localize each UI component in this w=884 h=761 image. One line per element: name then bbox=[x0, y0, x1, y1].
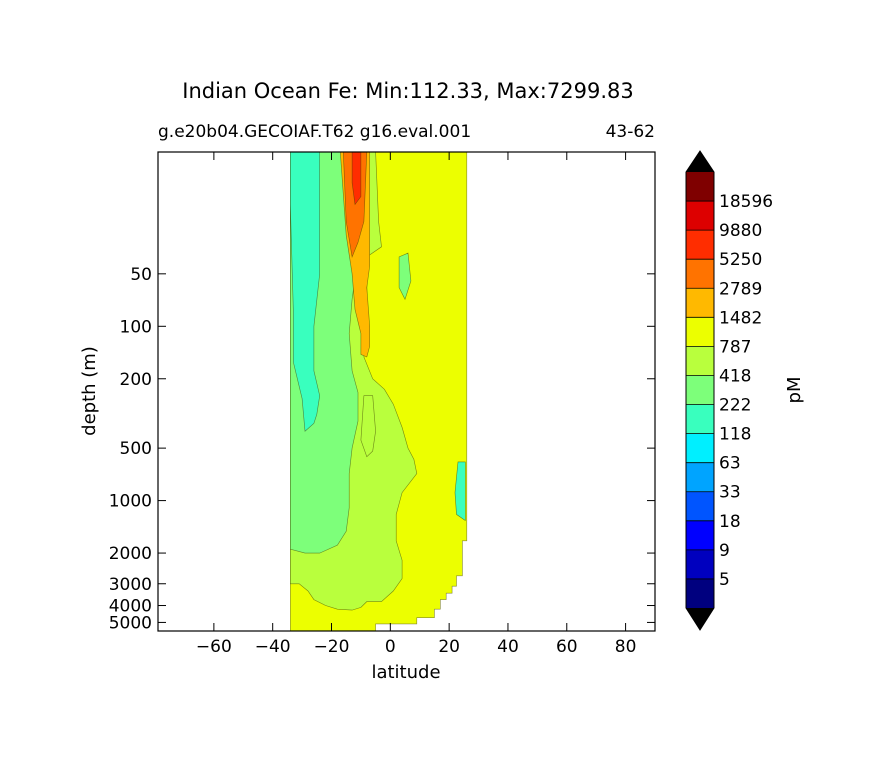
x-axis-label: latitude bbox=[371, 662, 440, 683]
contour-region-green-east-patch bbox=[398, 252, 412, 301]
y-tick-label: 100 bbox=[120, 317, 152, 337]
y-tick-label: 3000 bbox=[109, 575, 152, 595]
x-axis: −60 −40 −20 0 20 40 60 80 bbox=[196, 152, 636, 657]
y-tick-label: 5000 bbox=[109, 613, 152, 633]
colorbar-tick-label: 222 bbox=[719, 396, 751, 416]
contour-region-aqua-east-patch bbox=[454, 461, 466, 522]
colorbar-swatch bbox=[686, 317, 714, 347]
colorbar-swatch bbox=[686, 375, 714, 405]
chart-title: Indian Ocean Fe: Min:112.33, Max:7299.83 bbox=[182, 79, 633, 103]
x-tick-label: 0 bbox=[385, 637, 396, 657]
colorbar-swatch bbox=[686, 491, 714, 521]
colorbar-tick-label: 2789 bbox=[719, 279, 762, 299]
x-tick-label: −40 bbox=[255, 637, 291, 657]
y-tick-label: 1000 bbox=[109, 492, 152, 512]
colorbar-label: pM bbox=[784, 377, 805, 404]
colorbar-tick-label: 18596 bbox=[719, 192, 773, 212]
y-tick-label: 200 bbox=[120, 370, 152, 390]
colorbar-swatch bbox=[686, 404, 714, 434]
x-tick-label: 20 bbox=[438, 637, 460, 657]
x-tick-label: 40 bbox=[497, 637, 519, 657]
y-tick-label: 50 bbox=[130, 265, 152, 285]
colorbar-tick-label: 5250 bbox=[719, 250, 762, 270]
chart-subtitle-right: 43-62 bbox=[606, 122, 655, 142]
colorbar-swatch bbox=[686, 230, 714, 260]
x-tick-label: 60 bbox=[556, 637, 578, 657]
colorbar-tick-label: 33 bbox=[719, 483, 741, 503]
x-tick-label: 80 bbox=[615, 637, 637, 657]
colorbar-tick-label: 787 bbox=[719, 337, 751, 357]
y-tick-label: 2000 bbox=[109, 544, 152, 564]
chart-subtitle-left: g.e20b04.GECOIAF.T62 g16.eval.001 bbox=[158, 122, 471, 142]
colorbar-swatch bbox=[686, 259, 714, 289]
colorbar-swatch bbox=[686, 462, 714, 492]
colorbar-tick-label: 9880 bbox=[719, 221, 762, 241]
colorbar-swatch bbox=[686, 578, 714, 608]
plot-frame bbox=[157, 151, 656, 632]
y-tick-label: 500 bbox=[120, 439, 152, 459]
colorbar-swatch bbox=[686, 172, 714, 202]
colorbar-swatch bbox=[686, 201, 714, 231]
colorbar-outline bbox=[685, 150, 715, 631]
colorbar-over-arrow bbox=[686, 151, 714, 172]
colorbar-tick-label: 63 bbox=[719, 454, 741, 474]
colorbar-tick-label: 5 bbox=[719, 570, 730, 590]
colorbar-tick-label: 418 bbox=[719, 366, 751, 386]
colorbar-tick-label: 118 bbox=[719, 425, 751, 445]
contour-regions bbox=[289, 152, 468, 631]
colorbar-under-arrow bbox=[686, 608, 714, 630]
colorbar-tick-label: 18 bbox=[719, 512, 741, 532]
contour-region-red-5250-9880 bbox=[351, 152, 362, 206]
contour-region-green-plume-1 bbox=[360, 395, 376, 458]
y-tick-label: 4000 bbox=[109, 597, 152, 617]
colorbar-swatch bbox=[686, 433, 714, 463]
colorbar-tick-label: 9 bbox=[719, 541, 730, 561]
colorbar-swatch bbox=[686, 520, 714, 550]
contour-region-aqua-118-222 bbox=[289, 152, 321, 432]
colorbar-swatch bbox=[686, 549, 714, 579]
colorbar-swatch bbox=[686, 346, 714, 376]
colorbar-tick-label: 1482 bbox=[719, 308, 762, 328]
x-tick-label: −20 bbox=[314, 637, 350, 657]
colorbar-swatch bbox=[686, 288, 714, 318]
y-axis-label: depth (m) bbox=[79, 346, 100, 436]
x-tick-label: −60 bbox=[196, 637, 232, 657]
colorbar: 5 9 18 33 63 118 222 418 787 1482 2789 5250 9880 1859… bbox=[685, 150, 773, 631]
